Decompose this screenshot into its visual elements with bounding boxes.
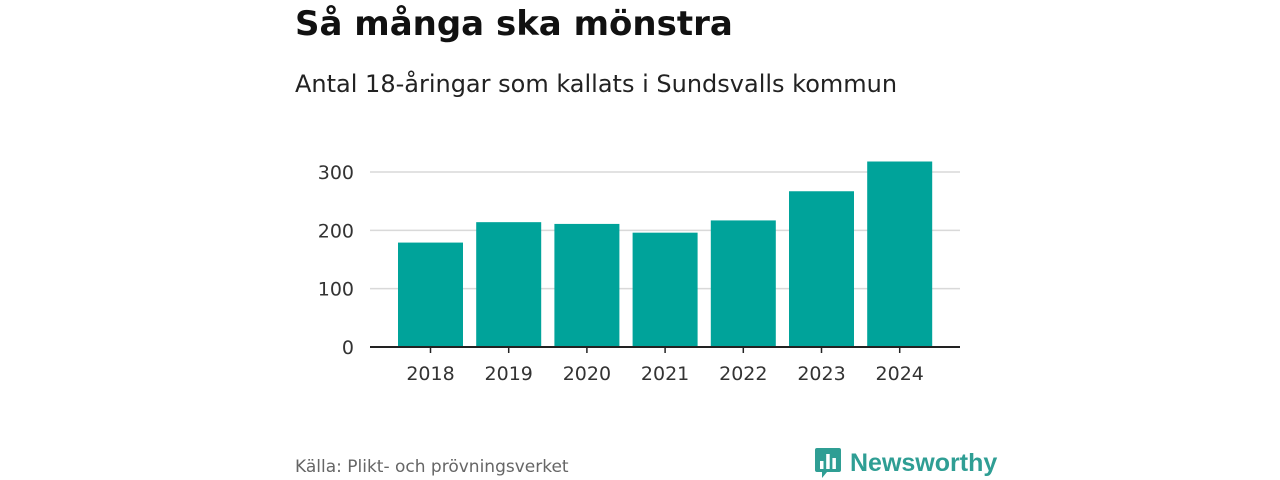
y-tick-label: 200 [318,220,354,242]
x-tick-label: 2023 [797,363,845,385]
y-tick-label: 100 [318,279,354,301]
y-tick-label: 300 [318,162,354,184]
axes: 0 100 200 300 2018 2019 2020 2021 2022 2023 2024 [318,162,960,385]
x-tick-label: 2018 [406,363,454,385]
bar-2019 [476,222,542,347]
chart-subtitle: Antal 18-åringar som kallats i Sundsvall… [295,70,898,98]
bar-2020 [554,223,620,347]
source-note: Källa: Plikt- och prövningsverket [295,457,569,477]
bars [398,161,933,347]
x-tick-label: 2022 [719,363,767,385]
x-tick-label: 2019 [485,363,533,385]
brand-logo: Newsworthy [814,446,997,480]
bar-2021 [632,232,698,347]
bar-chart-icon [815,448,841,478]
bar-2022 [710,220,776,347]
bar-2018 [398,242,463,347]
bar-2024 [867,161,933,347]
bar-2023 [789,191,854,347]
x-tick-label: 2024 [876,363,924,385]
y-tick-label: 0 [342,337,354,359]
chart-title: Så många ska mönstra [295,4,733,44]
x-tick-label: 2021 [641,363,689,385]
brand-name: Newsworthy [850,448,998,477]
x-tick-label: 2020 [563,363,611,385]
